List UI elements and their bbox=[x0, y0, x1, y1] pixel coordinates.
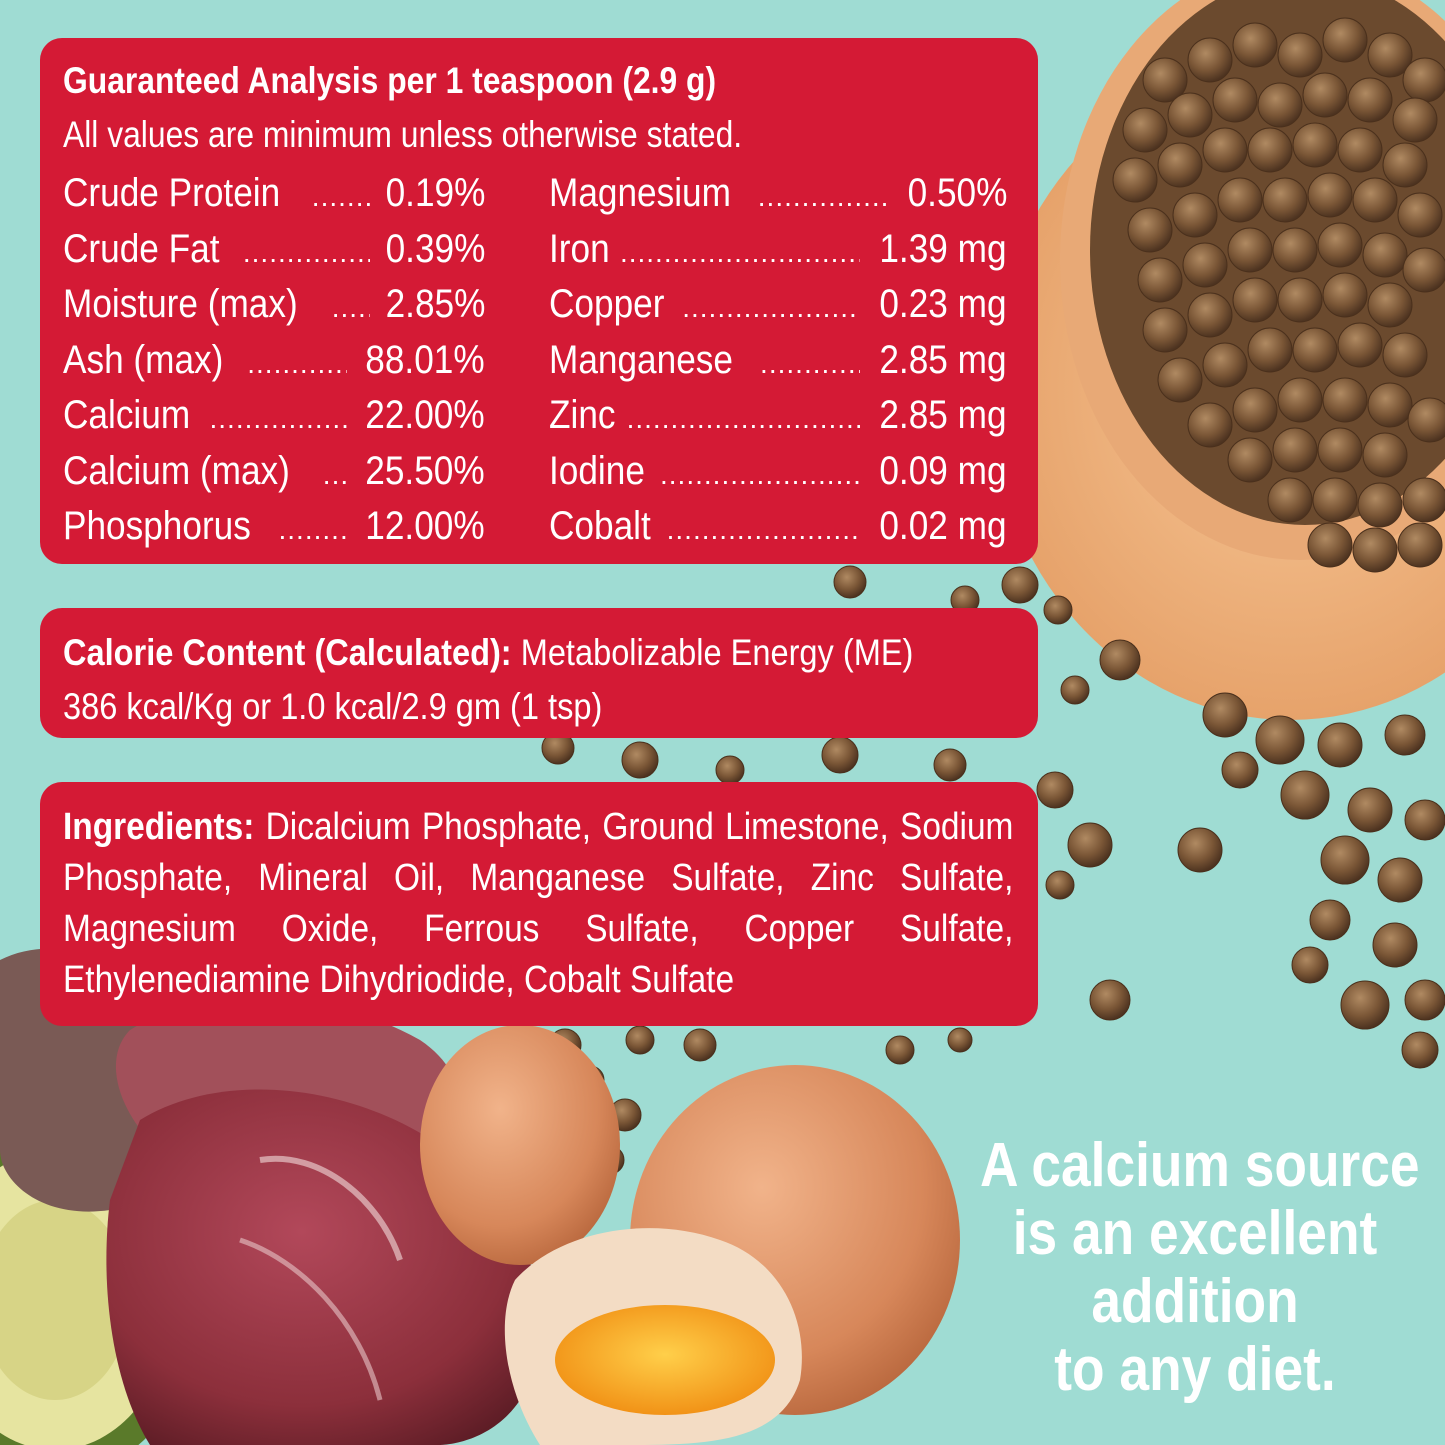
analysis-row: Crude Fat...............................… bbox=[63, 222, 485, 278]
calorie-line-1: Calorie Content (Calculated): Metaboliza… bbox=[63, 626, 913, 680]
nutrient-value: 1.39 mg bbox=[879, 226, 1007, 271]
analysis-row: Copper..................................… bbox=[549, 277, 1007, 333]
tagline-line: to any diet. bbox=[1054, 1335, 1336, 1404]
nutrient-value: 88.01% bbox=[365, 337, 485, 382]
analysis-row: Calcium (max)...........................… bbox=[63, 444, 485, 500]
analysis-row: Crude Protein...........................… bbox=[63, 166, 485, 222]
analysis-title: Guaranteed Analysis per 1 teaspoon (2.9 … bbox=[63, 60, 717, 101]
analysis-row: Cobalt..................................… bbox=[549, 499, 1007, 555]
nutrient-value: 0.50% bbox=[907, 171, 1007, 215]
nutrient-name: Calcium bbox=[63, 393, 191, 437]
ingredients-text: Ingredients: Dicalcium Phosphate, Ground… bbox=[63, 802, 1013, 1006]
nutrient-value: 0.09 mg bbox=[879, 448, 1007, 493]
nutrient-value: 2.85 mg bbox=[879, 393, 1007, 437]
leader-dots: ........................................ bbox=[278, 514, 347, 545]
calorie-label: Calorie Content (Calculated): bbox=[63, 632, 512, 673]
tagline-line: A calcium source bbox=[980, 1131, 1420, 1200]
nutrient-name: Magnesium bbox=[549, 171, 731, 215]
nutrient-name: Iron bbox=[549, 226, 610, 271]
nutrient-value: 0.39% bbox=[385, 226, 485, 271]
nutrient-name: Cobalt bbox=[549, 504, 651, 548]
analysis-row: Manganese...............................… bbox=[549, 333, 1007, 389]
analysis-row: Moisture (max)..........................… bbox=[63, 277, 485, 333]
analysis-row: Ash (max)...............................… bbox=[63, 333, 485, 389]
egg-image bbox=[420, 1025, 960, 1445]
nutrient-name: Calcium (max) bbox=[63, 448, 290, 493]
nutrient-value: 12.00% bbox=[365, 504, 485, 548]
analysis-row: Phosphorus..............................… bbox=[63, 499, 485, 555]
nutrient-name: Crude Fat bbox=[63, 226, 220, 271]
ingredients-label: Ingredients: bbox=[63, 806, 255, 848]
nutrient-name: Zinc bbox=[549, 393, 616, 437]
guaranteed-analysis-panel: Guaranteed Analysis per 1 teaspoon (2.9 … bbox=[40, 38, 1038, 564]
analysis-row: Iron....................................… bbox=[549, 222, 1007, 278]
nutrient-value: 2.85% bbox=[385, 282, 485, 326]
tagline-line: is an excellent bbox=[1012, 1199, 1378, 1268]
analysis-left-column: Crude Protein...........................… bbox=[63, 166, 485, 555]
leader-dots: ........................................ bbox=[311, 181, 370, 212]
nutrient-value: 0.02 mg bbox=[879, 504, 1007, 548]
analysis-row: Zinc....................................… bbox=[549, 388, 1007, 444]
calorie-content-panel: Calorie Content (Calculated): Metaboliza… bbox=[40, 608, 1038, 738]
leader-dots: ........................................ bbox=[209, 403, 347, 434]
analysis-row: Magnesium...............................… bbox=[549, 166, 1007, 222]
leader-dots: ........................................… bbox=[760, 347, 861, 379]
nutrient-name: Crude Protein bbox=[63, 171, 281, 215]
analysis-row: Calcium.................................… bbox=[63, 388, 485, 444]
nutrient-name: Iodine bbox=[549, 448, 645, 493]
leader-dots: ........................................… bbox=[619, 236, 861, 268]
nutrient-value: 0.23 mg bbox=[879, 282, 1007, 326]
leader-dots: ........................................ bbox=[242, 236, 370, 268]
nutrient-name: Copper bbox=[549, 282, 665, 326]
analysis-row: Iodine..................................… bbox=[549, 444, 1007, 500]
analysis-right-column: Magnesium...............................… bbox=[549, 166, 1007, 555]
leader-dots: ........................................ bbox=[322, 458, 348, 490]
leader-dots: ........................................ bbox=[247, 347, 347, 379]
leader-dots: ........................................… bbox=[666, 514, 861, 545]
nutrient-value: 25.50% bbox=[365, 448, 485, 493]
leader-dots: ........................................… bbox=[626, 403, 861, 434]
ingredients-list: Dicalcium Phosphate, Ground Limestone, S… bbox=[63, 806, 1014, 1001]
nutrient-value: 22.00% bbox=[365, 393, 485, 437]
kibble-bowl-image bbox=[990, 0, 1445, 720]
nutrient-name: Phosphorus bbox=[63, 504, 251, 548]
leader-dots: ........................................ bbox=[331, 292, 370, 323]
nutrient-name: Manganese bbox=[549, 337, 733, 382]
calorie-line-2: 386 kcal/Kg or 1.0 kcal/2.9 gm (1 tsp) bbox=[63, 686, 603, 727]
tagline: A calcium source is an excellent additio… bbox=[980, 1131, 1420, 1404]
leader-dots: ........................................… bbox=[659, 458, 861, 490]
calorie-text: Metabolizable Energy (ME) bbox=[511, 632, 914, 673]
leader-dots: ........................................… bbox=[757, 181, 892, 212]
ingredients-panel: Ingredients: Dicalcium Phosphate, Ground… bbox=[40, 782, 1038, 1026]
nutrient-name: Ash (max) bbox=[63, 337, 224, 382]
nutrient-value: 2.85 mg bbox=[879, 337, 1007, 382]
analysis-subtitle: All values are minimum unless otherwise … bbox=[63, 114, 743, 155]
nutrient-name: Moisture (max) bbox=[63, 282, 298, 326]
leader-dots: ........................................… bbox=[682, 292, 860, 323]
tagline-line: addition bbox=[1091, 1267, 1299, 1336]
nutrient-value: 0.19% bbox=[385, 171, 485, 215]
